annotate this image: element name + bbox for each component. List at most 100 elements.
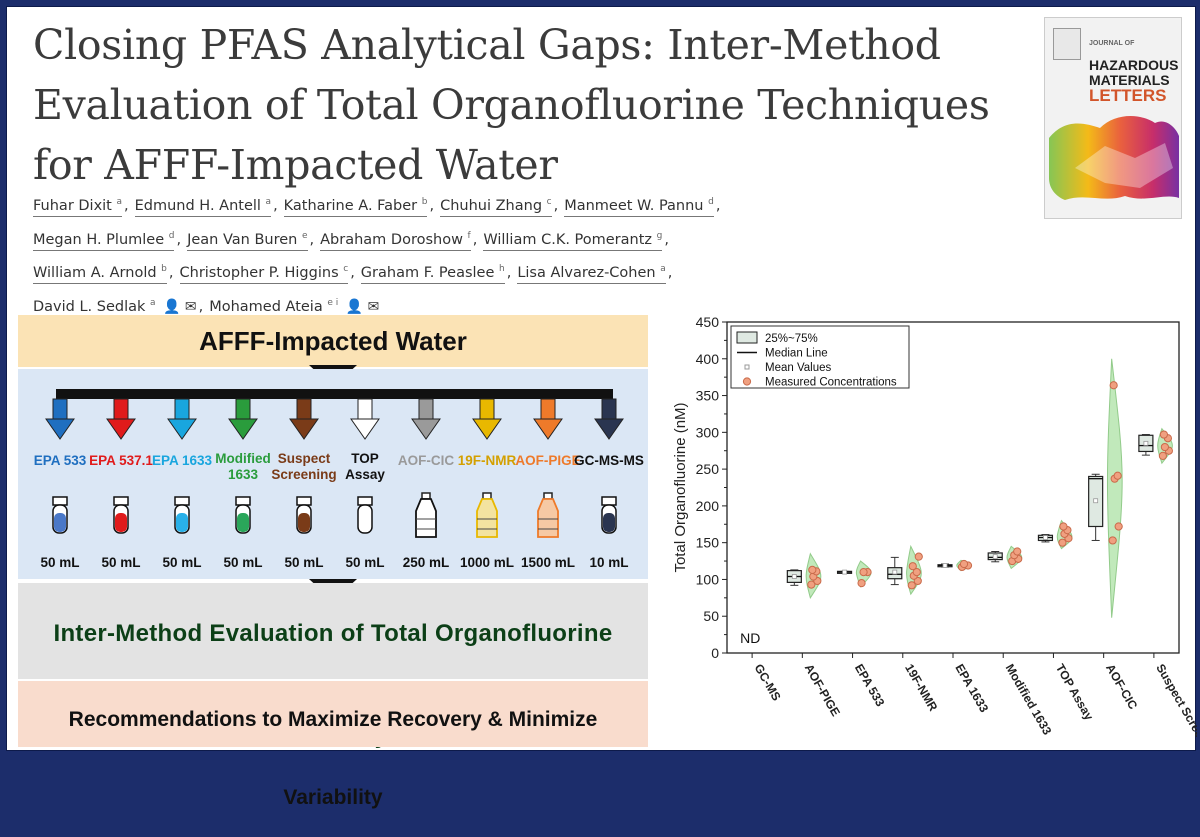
x-tick-label: AOF-PIGE <box>802 662 843 719</box>
method-arrows-diagram <box>45 389 624 538</box>
measured-point <box>1159 430 1168 439</box>
mean-marker <box>1143 440 1149 446</box>
organofluorine-chart: 0 50 100 150 200 250 300 350 400 450 Total Organof… <box>657 303 1200 762</box>
method-label-line: AOF-CIC <box>397 453 455 468</box>
measured-point <box>808 565 817 574</box>
x-tick-label: 19F-NMR <box>902 662 940 714</box>
mean-marker <box>942 563 948 568</box>
author-affiliation: e i <box>327 298 339 309</box>
violin-shape <box>1106 358 1123 618</box>
page-frame: Closing PFAS Analytical Gaps: Inter-Meth… <box>6 6 1200 809</box>
author-affiliation: a <box>265 197 272 207</box>
contact-icons: 👤 ✉ <box>158 299 197 316</box>
author-name[interactable]: William C.K. Pomerantz g <box>483 230 663 251</box>
measured-point <box>1058 538 1067 547</box>
box-plot-svg: 0 50 100 150 200 250 300 350 400 450 Total Organof… <box>672 303 1200 762</box>
sample-volume: 50 mL <box>223 555 263 570</box>
method-label-line: EPA 533 <box>33 453 87 468</box>
legend-swatch-box <box>736 331 758 344</box>
measured-point <box>1158 451 1167 460</box>
author-name[interactable]: David L. Sedlak a 👤 ✉ <box>33 298 197 319</box>
y-tick-label: 300 <box>696 424 720 440</box>
author-name[interactable]: William A. Arnold b <box>33 265 167 285</box>
author-affiliation: a <box>116 197 122 207</box>
measured-point <box>1059 522 1068 531</box>
method-arrow-icon <box>167 398 197 440</box>
author-name-text: Megan H. Plumlee <box>33 231 169 248</box>
author-name[interactable]: Christopher P. Higgins c <box>179 264 349 285</box>
journal-prefix: JOURNAL OF <box>1089 40 1135 47</box>
author-name[interactable]: Fuhar Dixit a <box>33 197 122 217</box>
distribution-bar <box>56 389 613 399</box>
legend-label: Median Line <box>765 348 828 360</box>
author-name-text: Fuhar Dixit <box>33 197 117 214</box>
author-affiliation: h <box>499 264 505 275</box>
journal-name: HAZARDOUS MATERIALS LETTERS <box>1089 57 1181 105</box>
journal-word-3: LETTERS <box>1089 86 1167 105</box>
measured-point <box>914 552 923 561</box>
method-label-line: AOF-PIGE <box>515 453 581 468</box>
legend-swatch-mean <box>744 364 750 370</box>
author-affiliation: a <box>150 298 156 309</box>
method-label: Suspect Screening <box>269 451 339 483</box>
y-tick-label: 150 <box>696 535 720 551</box>
sample-volume: 50 mL <box>162 555 202 570</box>
water-source-banner: AFFF-Impacted Water <box>18 315 648 367</box>
author-name[interactable]: Abraham Doroshow f <box>320 231 471 251</box>
recommendations-banner: Recommendations to Maximize Recovery & M… <box>18 681 648 809</box>
journal-cover[interactable]: JOURNAL OF HAZARDOUS MATERIALS LETTERS <box>1044 17 1182 219</box>
method-label: EPA 1633 <box>147 453 217 469</box>
author-name[interactable]: Chuhui Zhang c <box>440 197 552 217</box>
author-name[interactable]: Lisa Alvarez-Cohen a <box>517 265 666 285</box>
author-name-text: Abraham Doroshow <box>320 231 468 248</box>
author-separator: , <box>667 265 673 282</box>
sample-volume: 1500 mL <box>520 555 576 570</box>
legend-label: Measured Concentrations <box>765 377 897 389</box>
sample-volume: 50 mL <box>101 555 141 570</box>
author-name[interactable]: Jean Van Buren e <box>187 230 308 251</box>
contact-icons: 👤 ✉ <box>341 299 380 316</box>
author-name-text: Mohamed Ateia <box>209 299 328 316</box>
methods-panel: EPA 533 50 mL EPA 537.1 50 mL EPA 1633 50 mL M… <box>18 369 648 579</box>
author-name-text: David L. Sedlak <box>33 299 151 316</box>
author-name[interactable]: Mohamed Ateia e i 👤 ✉ <box>209 298 380 319</box>
author-name-text: William A. Arnold <box>33 265 162 282</box>
method-label-line: GC-MS-MS <box>574 453 644 468</box>
method-arrow-icon <box>533 398 563 440</box>
author-affiliation: g <box>656 230 663 241</box>
author-separator: , <box>664 231 669 248</box>
author-list: Fuhar Dixit a, Edmund H. Antell a, Kathari… <box>33 187 1033 322</box>
author-name[interactable]: Katharine A. Faber b <box>283 197 428 217</box>
method-label: AOF-PIGE <box>513 453 583 469</box>
measured-point <box>908 562 917 571</box>
author-affiliation: c <box>343 264 349 275</box>
journal-word-1: HAZARDOUS <box>1089 57 1179 73</box>
author-name[interactable]: Manmeet W. Pannu d <box>564 197 714 217</box>
method-label: Modified 1633 <box>208 451 278 483</box>
x-tick-label: Suspect Screening <box>1153 662 1197 751</box>
measured-point <box>959 559 969 569</box>
author-name[interactable]: Megan H. Plumlee d <box>33 231 175 251</box>
method-label: GC-MS-MS <box>574 453 644 469</box>
author-separator: , <box>273 197 278 214</box>
author-affiliation: e <box>301 230 308 241</box>
author-affiliation: c <box>546 197 552 207</box>
legend-label: Mean Values <box>765 362 832 374</box>
method-arrow-icon <box>350 398 380 440</box>
method-label: 19F-NMR <box>452 453 522 469</box>
sample-volume: 50 mL <box>284 555 324 570</box>
measured-point <box>1114 522 1123 531</box>
y-tick-label: 400 <box>696 351 720 367</box>
author-separator: , <box>198 299 204 316</box>
author-name[interactable]: Edmund H. Antell a <box>134 197 272 217</box>
author-name-text: William C.K. Pomerantz <box>483 231 657 248</box>
x-tick-label: TOP Assay <box>1053 662 1097 723</box>
author-separator: , <box>309 231 315 248</box>
author-name[interactable]: Graham F. Peaslee h <box>360 264 505 285</box>
x-tick-label: GC-MS <box>752 662 784 704</box>
sample-volume: 50 mL <box>345 555 385 570</box>
method-label: TOP Assay <box>330 451 400 483</box>
method-arrow-icon <box>472 398 502 440</box>
sample-tube-icon <box>113 496 129 534</box>
y-tick-label: 250 <box>696 461 720 477</box>
